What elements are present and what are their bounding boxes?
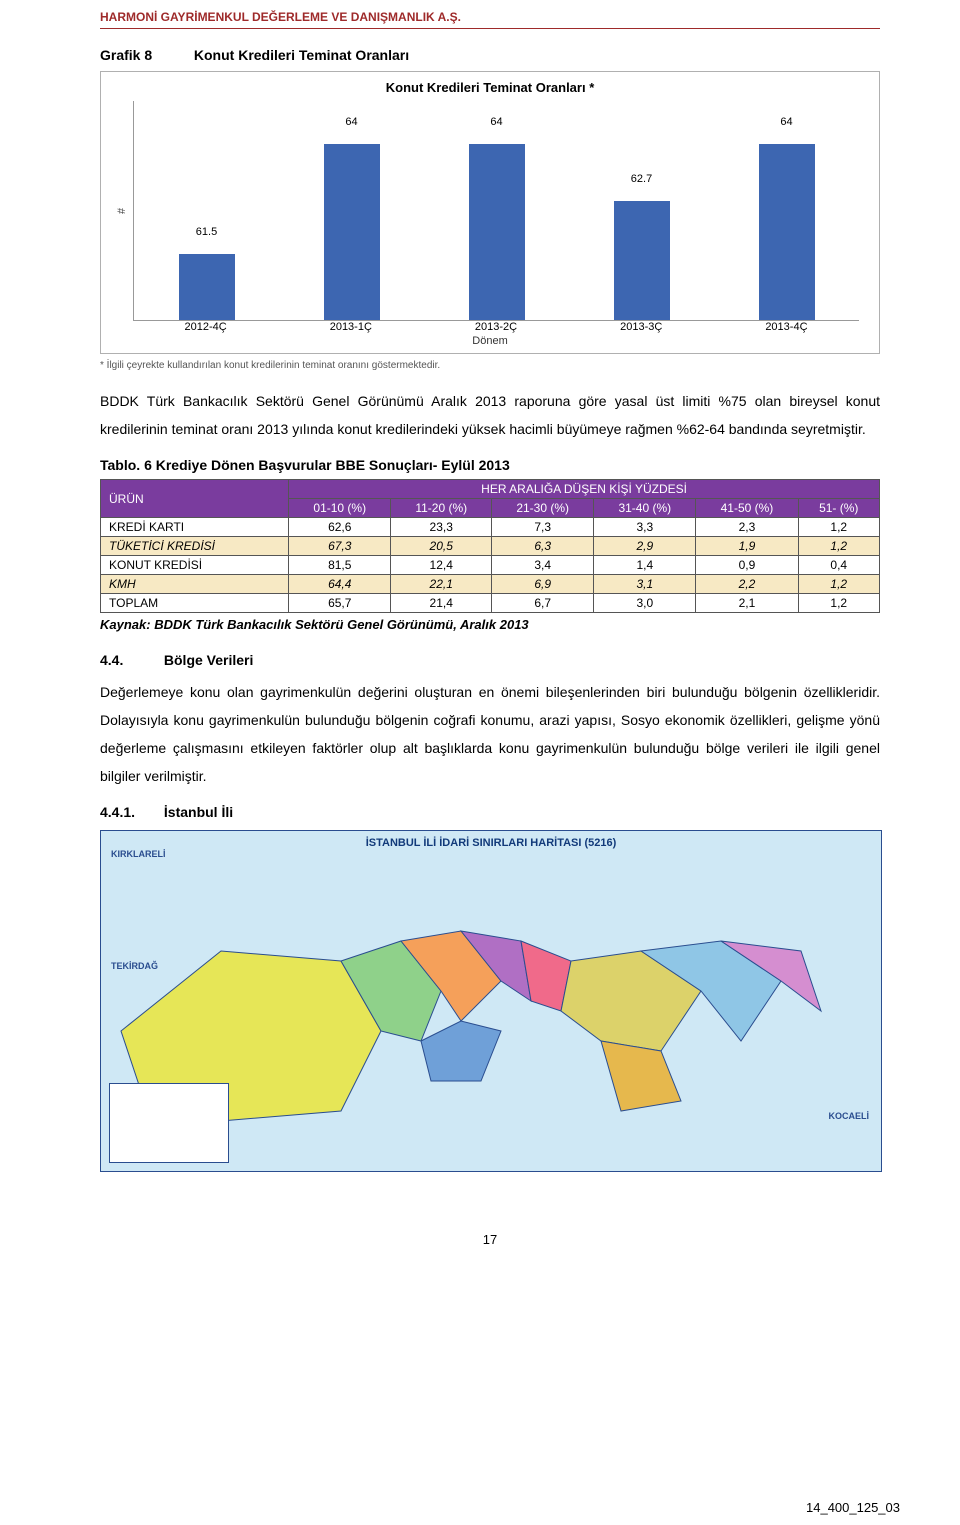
chart-bar-label: 64 bbox=[759, 116, 815, 128]
table-row: TOPLAM65,721,46,73,02,11,2 bbox=[101, 594, 880, 613]
table-cell: 62,6 bbox=[289, 518, 391, 537]
table-cell: 0,4 bbox=[798, 556, 879, 575]
tablo6-tbody: KREDİ KARTI62,623,37,33,32,31,2TÜKETİCİ … bbox=[101, 518, 880, 613]
page-root: HARMONİ GAYRİMENKUL DEĞERLEME VE DANIŞMA… bbox=[0, 0, 960, 1525]
table-cell: 1,2 bbox=[798, 537, 879, 556]
istanbul-map: İSTANBUL İLİ İDARİ SINIRLARI HARİTASI (5… bbox=[100, 830, 882, 1172]
table-cell: 2,3 bbox=[696, 518, 798, 537]
tablo6-column-header: 51- (%) bbox=[798, 499, 879, 518]
table-cell: 1,9 bbox=[696, 537, 798, 556]
chart-x-axis-title: Dönem bbox=[111, 335, 869, 347]
table-cell: 20,5 bbox=[391, 537, 492, 556]
table-cell: 6,9 bbox=[492, 575, 594, 594]
table-cell: 2,1 bbox=[696, 594, 798, 613]
table-row: KREDİ KARTI62,623,37,33,32,31,2 bbox=[101, 518, 880, 537]
map-region bbox=[601, 1041, 681, 1111]
table-cell: 6,3 bbox=[492, 537, 594, 556]
chart-bar bbox=[179, 254, 235, 320]
sec44-heading: 4.4. Bölge Verileri bbox=[100, 652, 880, 668]
table-row-label: TOPLAM bbox=[101, 594, 289, 613]
map-title: İSTANBUL İLİ İDARİ SINIRLARI HARİTASI (5… bbox=[366, 837, 617, 849]
tablo6-column-header: 31-40 (%) bbox=[594, 499, 696, 518]
table-cell: 65,7 bbox=[289, 594, 391, 613]
sec44-number: 4.4. bbox=[100, 652, 160, 668]
sec441-number: 4.4.1. bbox=[100, 804, 160, 820]
table-row-label: KMH bbox=[101, 575, 289, 594]
tablo6-column-header: 01-10 (%) bbox=[289, 499, 391, 518]
table-row: TÜKETİCİ KREDİSİ67,320,56,32,91,91,2 bbox=[101, 537, 880, 556]
table-cell: 12,4 bbox=[391, 556, 492, 575]
running-header: HARMONİ GAYRİMENKUL DEĞERLEME VE DANIŞMA… bbox=[100, 0, 880, 29]
table-row-label: KREDİ KARTI bbox=[101, 518, 289, 537]
table-cell: 1,2 bbox=[798, 594, 879, 613]
table-cell: 67,3 bbox=[289, 537, 391, 556]
table-cell: 64,4 bbox=[289, 575, 391, 594]
chart-y-axis-label: # bbox=[111, 101, 133, 321]
doc-code: 14_400_125_03 bbox=[806, 1500, 900, 1515]
table-cell: 1,4 bbox=[594, 556, 696, 575]
chart-bar bbox=[759, 144, 815, 320]
tablo6-column-header: 41-50 (%) bbox=[696, 499, 798, 518]
chart-area: # 61.5 64 64 62.7 64 bbox=[111, 101, 869, 321]
tablo6-heading: Tablo. 6 Krediye Dönen Başvurular BBE So… bbox=[100, 457, 880, 473]
table-row-label: KONUT KREDİSİ bbox=[101, 556, 289, 575]
chart-bar bbox=[324, 144, 380, 320]
grafik8-title: Konut Kredileri Teminat Oranları bbox=[194, 47, 409, 63]
sec44-title: Bölge Verileri bbox=[164, 652, 253, 668]
kaynak-line: Kaynak: BDDK Türk Bankacılık Sektörü Gen… bbox=[100, 617, 880, 632]
table-cell: 23,3 bbox=[391, 518, 492, 537]
table-cell: 3,4 bbox=[492, 556, 594, 575]
chart-footnote: * İlgili çeyrekte kullandırılan konut kr… bbox=[100, 360, 880, 371]
chart-bar-label: 64 bbox=[469, 116, 525, 128]
grafik8-number: Grafik 8 bbox=[100, 47, 190, 63]
tablo6-header-group: HER ARALIĞA DÜŞEN KİŞİ YÜZDESİ bbox=[289, 480, 880, 499]
table-row: KMH64,422,16,93,12,21,2 bbox=[101, 575, 880, 594]
chart-x-labels: 2012-4Ç2013-1Ç2013-2Ç2013-3Ç2013-4Ç bbox=[133, 321, 859, 333]
tablo6-thead: ÜRÜN HER ARALIĞA DÜŞEN KİŞİ YÜZDESİ 01-1… bbox=[101, 480, 880, 518]
table-cell: 22,1 bbox=[391, 575, 492, 594]
sec441-heading: 4.4.1. İstanbul İli bbox=[100, 804, 880, 820]
sec44-body: Değerlemeye konu olan gayrimenkulün değe… bbox=[100, 678, 880, 790]
sec441-title: İstanbul İli bbox=[164, 804, 233, 820]
chart-title: Konut Kredileri Teminat Oranları * bbox=[111, 80, 869, 95]
map-legend bbox=[109, 1083, 229, 1163]
grafik8-heading: Grafik 8 Konut Kredileri Teminat Oranlar… bbox=[100, 47, 880, 63]
chart-x-label: 2013-3Ç bbox=[569, 321, 714, 333]
table-cell: 1,2 bbox=[798, 575, 879, 594]
map-label-kirklareli: KIRKLARELİ bbox=[111, 849, 166, 859]
map-label-kocaeli: KOCAELİ bbox=[829, 1111, 870, 1121]
chart-bar-label: 62.7 bbox=[614, 173, 670, 185]
chart-bar-label: 64 bbox=[324, 116, 380, 128]
chart-container: Konut Kredileri Teminat Oranları * # 61.… bbox=[100, 71, 880, 354]
table-row: KONUT KREDİSİ81,512,43,41,40,90,4 bbox=[101, 556, 880, 575]
map-region bbox=[421, 1021, 501, 1081]
table-cell: 3,1 bbox=[594, 575, 696, 594]
table-cell: 3,0 bbox=[594, 594, 696, 613]
table-cell: 2,2 bbox=[696, 575, 798, 594]
tablo6-table: ÜRÜN HER ARALIĞA DÜŞEN KİŞİ YÜZDESİ 01-1… bbox=[100, 479, 880, 613]
chart-x-label: 2013-2Ç bbox=[423, 321, 568, 333]
tablo6-column-header: 21-30 (%) bbox=[492, 499, 594, 518]
table-cell: 2,9 bbox=[594, 537, 696, 556]
chart-x-label: 2013-4Ç bbox=[714, 321, 859, 333]
table-row-label: TÜKETİCİ KREDİSİ bbox=[101, 537, 289, 556]
page-number: 17 bbox=[100, 1232, 880, 1247]
chart-bar-label: 61.5 bbox=[179, 226, 235, 238]
chart-x-label: 2013-1Ç bbox=[278, 321, 423, 333]
table-cell: 6,7 bbox=[492, 594, 594, 613]
chart-bar bbox=[614, 201, 670, 320]
chart-bar bbox=[469, 144, 525, 320]
chart-x-label: 2012-4Ç bbox=[133, 321, 278, 333]
chart-plot: 61.5 64 64 62.7 64 bbox=[133, 101, 859, 321]
table-cell: 7,3 bbox=[492, 518, 594, 537]
table-cell: 3,3 bbox=[594, 518, 696, 537]
tablo6-column-header: 11-20 (%) bbox=[391, 499, 492, 518]
table-cell: 21,4 bbox=[391, 594, 492, 613]
map-label-tekirdag: TEKİRDAĞ bbox=[111, 961, 158, 971]
table-cell: 81,5 bbox=[289, 556, 391, 575]
table-cell: 0,9 bbox=[696, 556, 798, 575]
table-cell: 1,2 bbox=[798, 518, 879, 537]
tablo6-header-urun: ÜRÜN bbox=[101, 480, 289, 518]
paragraph-after-chart: BDDK Türk Bankacılık Sektörü Genel Görün… bbox=[100, 387, 880, 443]
